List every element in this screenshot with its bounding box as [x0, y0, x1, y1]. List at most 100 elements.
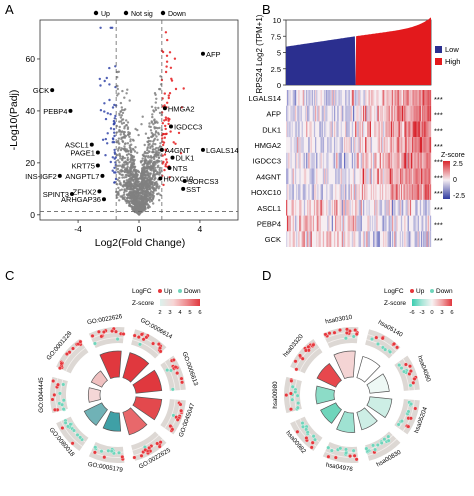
volcano-point: [147, 204, 150, 207]
volcano-point: [117, 92, 120, 95]
volcano-point: [117, 139, 120, 143]
heatmap-cell: [377, 168, 379, 185]
gene-dot: [327, 331, 332, 336]
circle-zscore-colorbar: [160, 299, 200, 306]
gene-dot: [311, 434, 316, 439]
inner-bar: [83, 402, 108, 426]
heatmap-cell: [364, 90, 366, 106]
volcano-point: [148, 122, 151, 125]
legend-label: Not sig: [131, 11, 153, 18]
heatmap-cell: [300, 199, 302, 216]
volcano-point: [99, 109, 103, 112]
volcano-point: [135, 185, 138, 189]
heatmap-cell: [385, 231, 387, 247]
gene-dot: [323, 332, 328, 337]
volcano-point: [144, 174, 148, 177]
heatmap-cell: [418, 231, 420, 247]
heatmap-cell: [386, 168, 388, 185]
heatmap-cell: [428, 199, 431, 216]
heatmap-cell: [339, 90, 341, 106]
heatmap-cell: [403, 168, 405, 185]
volcano-point: [112, 141, 116, 144]
heatmap-cell: [329, 184, 331, 200]
heatmap-cell: [310, 231, 312, 247]
track-y-tick-label: 10: [273, 16, 281, 25]
gene-dot: [52, 392, 57, 397]
heatmap-cell: [383, 90, 385, 106]
volcano-point: [128, 144, 132, 147]
volcano-point: [159, 142, 162, 145]
heatmap-cell: [322, 152, 325, 169]
heatmap-cell: [395, 137, 397, 153]
heatmap-cell: [423, 152, 425, 169]
heatmap-cell: [424, 231, 426, 247]
heatmap-cell: [309, 199, 311, 216]
heatmap-cell: [405, 137, 407, 153]
volcano-point: [130, 205, 134, 209]
heatmap-cell: [391, 231, 394, 247]
heatmap-cell: [319, 215, 321, 232]
heatmap-cell: [307, 215, 309, 232]
heatmap-cell: [360, 215, 362, 232]
gene-dot: [408, 369, 413, 374]
volcano-point: [145, 179, 149, 183]
heatmap-cell: [428, 105, 431, 122]
gene-dot: [413, 406, 418, 411]
zscore-tick-label: 0: [453, 177, 457, 184]
heatmap-cell: [286, 184, 288, 200]
heatmap-cell: [397, 152, 399, 169]
heatmap-cell: [294, 105, 297, 122]
volcano-point: [126, 126, 130, 129]
volcano-point: [125, 173, 129, 177]
heatmap-cell: [289, 215, 291, 232]
volcano-point: [140, 180, 144, 183]
heatmap-cell: [376, 168, 378, 185]
heatmap-cell: [317, 215, 319, 232]
heatmap-cell: [378, 121, 380, 138]
gene-label: ASCL1: [65, 141, 89, 150]
heatmap-cell: [397, 105, 399, 122]
heatmap-cell: [348, 90, 350, 106]
heatmap-cell: [321, 105, 323, 122]
gene-dot: [371, 443, 376, 448]
volcano-point: [128, 160, 132, 164]
volcano-point: [120, 106, 124, 109]
heatmap-cell: [290, 152, 292, 169]
group-legend-swatch: [435, 58, 442, 65]
heatmap-cell: [424, 184, 426, 200]
volcano-point: [155, 146, 158, 150]
volcano-point: [164, 118, 168, 121]
heatmap-cell: [291, 184, 293, 200]
heatmap-cell: [424, 168, 426, 185]
heatmap-cell: [365, 168, 367, 185]
volcano-point: [130, 199, 133, 202]
heatmap-cell: [356, 152, 358, 169]
heatmap-cell: [416, 105, 418, 122]
volcano-point: [131, 154, 134, 158]
heatmap-cell: [331, 215, 333, 232]
volcano-point: [116, 87, 120, 91]
heatmap-cell: [301, 137, 303, 153]
heatmap-cell: [388, 152, 390, 169]
gene-dot: [354, 332, 359, 337]
heatmap-cell: [341, 199, 344, 216]
heatmap-cell: [417, 137, 419, 153]
volcano-point: [155, 150, 158, 153]
volcano-point: [158, 171, 162, 175]
volcano-point: [122, 197, 126, 201]
outer-ring-segment: [56, 416, 89, 451]
heatmap-cell: [369, 137, 371, 153]
volcano-point: [149, 129, 153, 132]
heatmap-cell: [380, 105, 383, 122]
labeled-point: [95, 150, 100, 155]
heatmap-cell: [311, 90, 313, 106]
x-tick-label: 4: [198, 224, 203, 234]
heatmap-cell: [354, 231, 356, 247]
volcano-point: [139, 172, 143, 175]
heatmap-cell: [417, 231, 419, 247]
gene-dot: [114, 329, 118, 334]
gene-dot: [66, 424, 70, 429]
heatmap-cell: [426, 152, 428, 169]
heatmap-cell: [400, 199, 403, 216]
heatmap-cell: [340, 121, 342, 138]
